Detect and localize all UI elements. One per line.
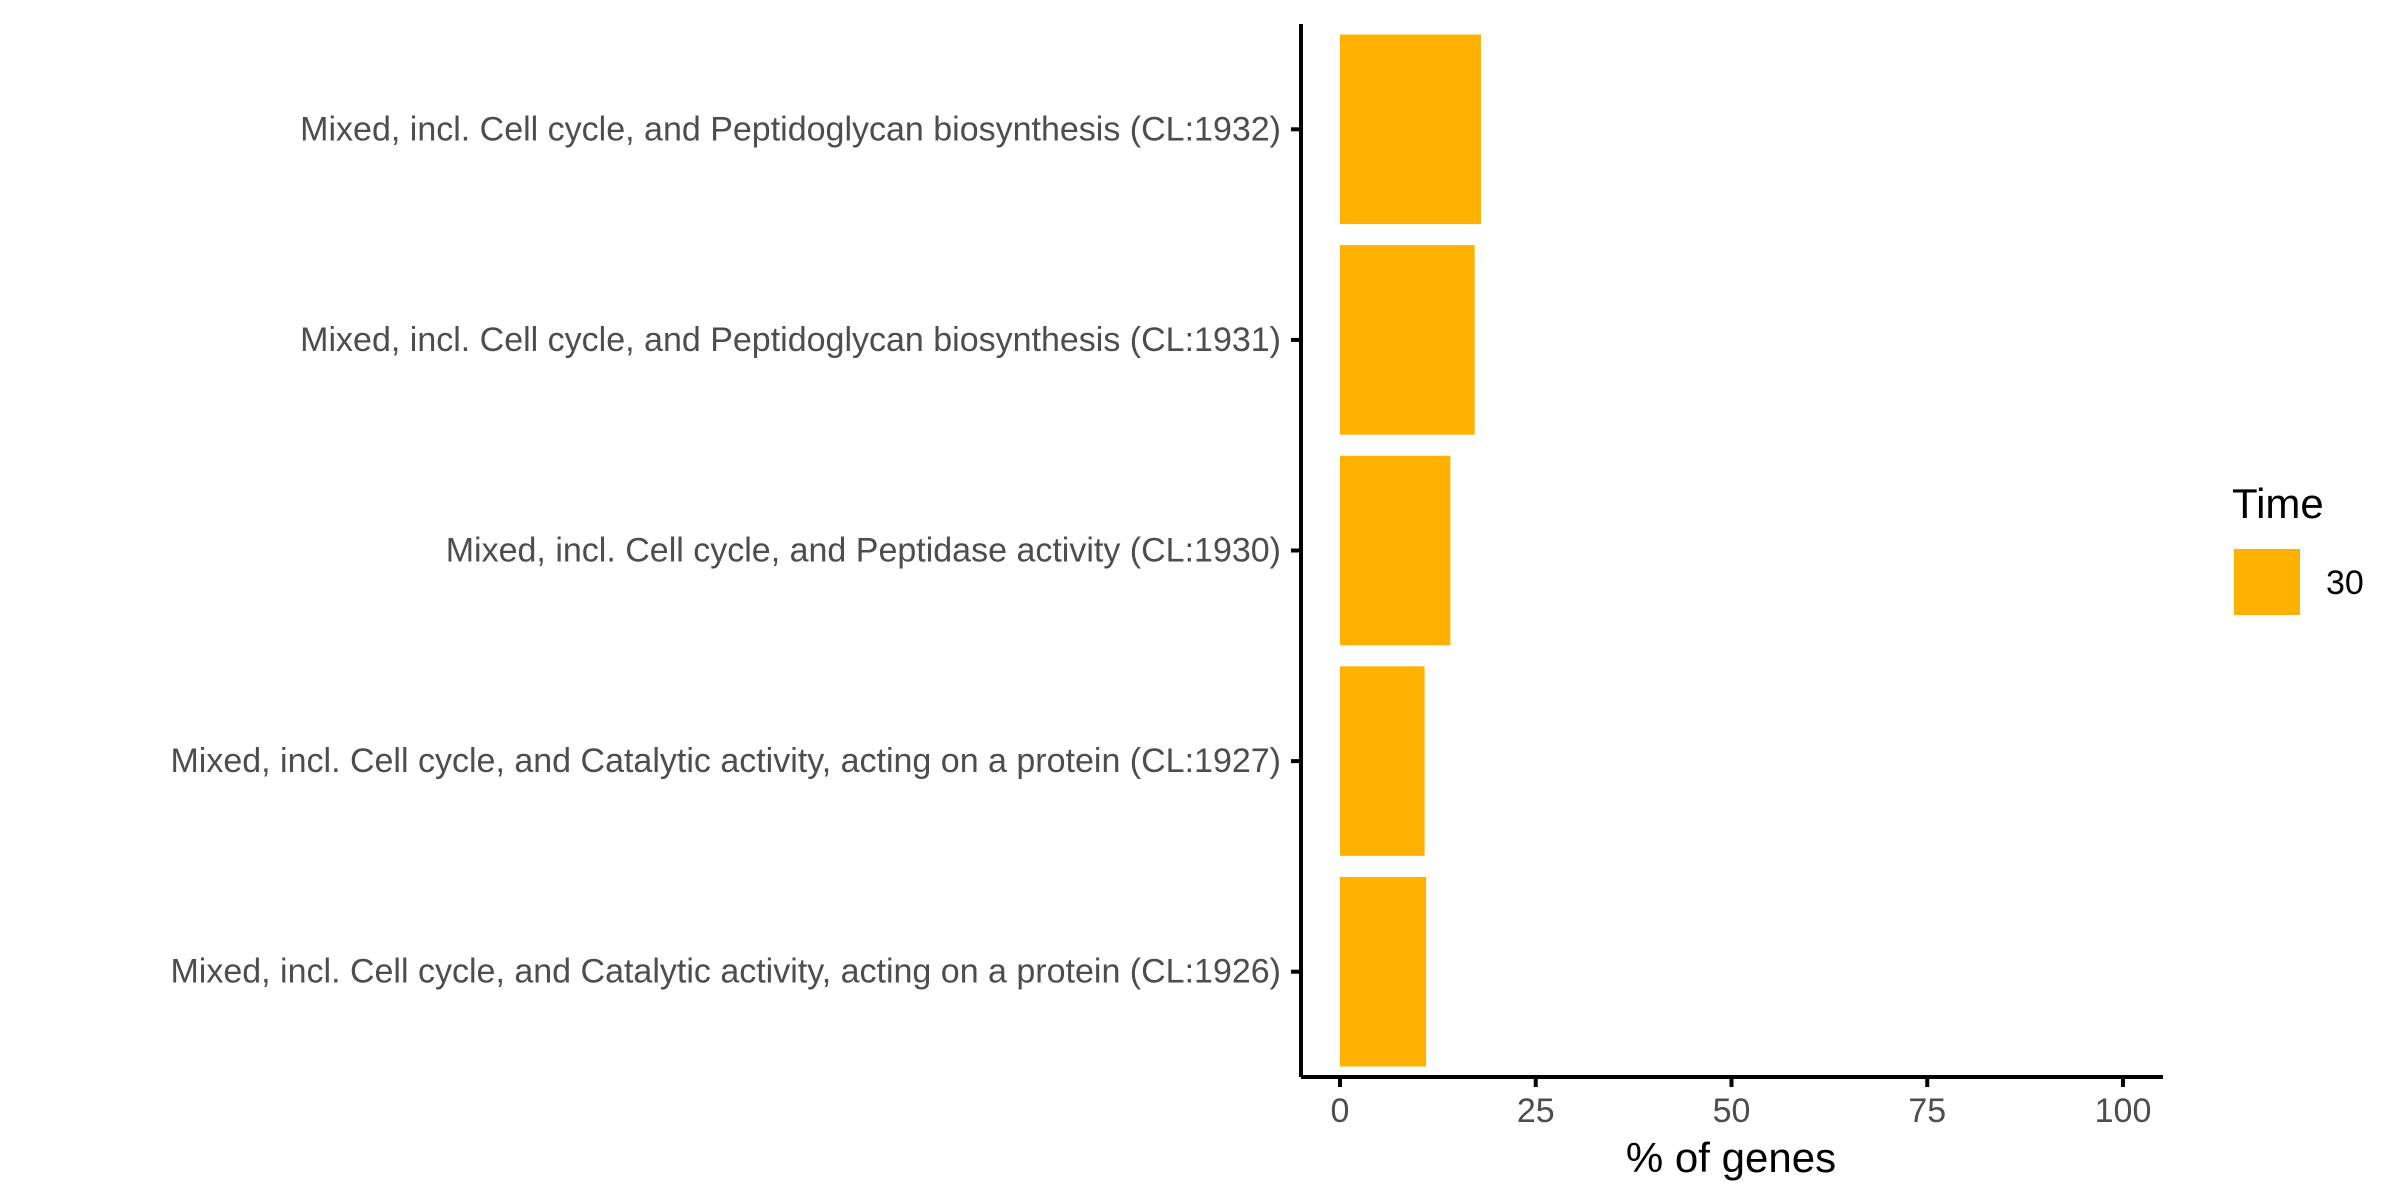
legend: Time 30 [2232, 480, 2364, 615]
legend-swatch [2234, 549, 2300, 615]
category-label: Mixed, incl. Cell cycle, and Peptidoglyc… [300, 110, 1281, 148]
x-tick-label: 100 [2095, 1092, 2152, 1130]
legend-title: Time [2232, 480, 2324, 527]
category-label: Mixed, incl. Cell cycle, and Catalytic a… [170, 742, 1281, 780]
bars [1340, 34, 1481, 1067]
category-label: Mixed, incl. Cell cycle, and Catalytic a… [170, 953, 1281, 991]
bar [1340, 455, 1451, 646]
bar [1340, 245, 1475, 435]
bar [1340, 666, 1425, 856]
x-axis-title: % of genes [1626, 1134, 1836, 1181]
x-ticks: 0 25 50 75 100 [1331, 1077, 2152, 1130]
category-label: Mixed, incl. Cell cycle, and Peptidoglyc… [300, 321, 1281, 359]
category-label: Mixed, incl. Cell cycle, and Peptidase a… [446, 532, 1281, 570]
x-tick-label: 75 [1908, 1092, 1946, 1130]
bar [1340, 876, 1427, 1067]
category-labels: Mixed, incl. Cell cycle, and Peptidoglyc… [170, 110, 1281, 990]
x-tick-label: 0 [1331, 1092, 1350, 1130]
x-tick-label: 50 [1713, 1092, 1751, 1130]
legend-label: 30 [2326, 564, 2364, 602]
x-tick-label: 25 [1517, 1092, 1555, 1130]
bar [1340, 34, 1481, 225]
